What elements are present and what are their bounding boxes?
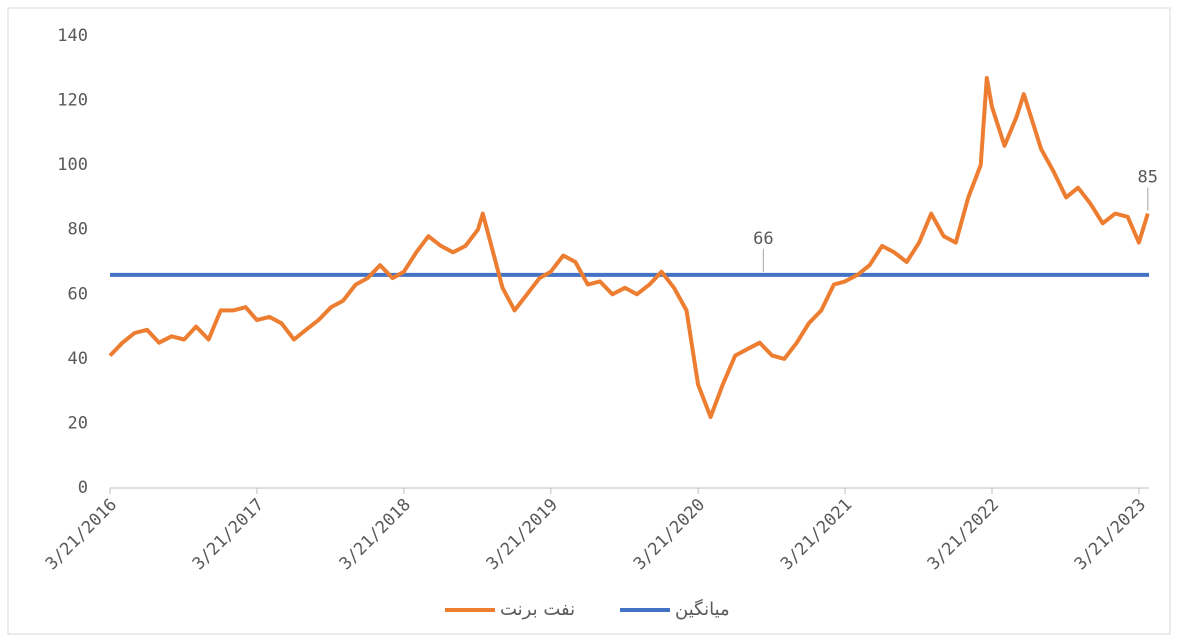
y-tick-label: 0 <box>78 478 88 498</box>
line <box>108 76 1150 419</box>
data-label: 66 <box>753 229 773 249</box>
y-tick-label: 100 <box>57 155 88 175</box>
y-tick-label: 120 <box>57 91 88 111</box>
legend-label: میانگین <box>675 598 730 620</box>
y-tick-label: 60 <box>68 284 88 304</box>
chart-border <box>7 7 1171 635</box>
y-tick-label: 40 <box>68 349 88 369</box>
y-tick-label: 140 <box>57 26 88 46</box>
legend-label: نفت برنت <box>500 599 575 620</box>
data-label: 85 <box>1138 168 1158 188</box>
y-tick-label: 20 <box>68 413 88 433</box>
y-tick-label: 80 <box>68 220 88 240</box>
